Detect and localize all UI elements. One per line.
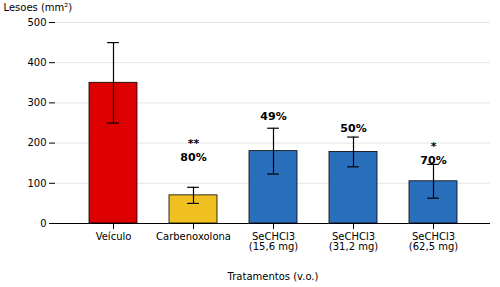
svg-text:Veículo: Veículo [96, 231, 132, 242]
svg-text:50%: 50% [340, 122, 366, 135]
svg-text:SeCHCl3(62,5 mg): SeCHCl3(62,5 mg) [409, 231, 458, 252]
svg-text:Tratamentos (v.o.): Tratamentos (v.o.) [227, 271, 319, 282]
svg-text:SeCHCl3(31,2 mg): SeCHCl3(31,2 mg) [329, 231, 378, 252]
svg-text:49%: 49% [260, 110, 286, 123]
svg-text:70%: 70% [420, 154, 446, 167]
svg-text:200: 200 [27, 137, 46, 148]
svg-text:Carbenoxolona: Carbenoxolona [156, 231, 231, 242]
svg-text:400: 400 [27, 57, 46, 68]
svg-text:*: * [431, 140, 437, 153]
svg-text:300: 300 [27, 97, 46, 108]
svg-text:**: ** [188, 137, 200, 150]
svg-text:100: 100 [27, 178, 46, 189]
svg-text:SeCHCl3(15,6 mg): SeCHCl3(15,6 mg) [249, 231, 298, 252]
svg-text:80%: 80% [180, 151, 206, 164]
svg-text:Lesoes (mm²): Lesoes (mm²) [4, 2, 73, 13]
svg-text:0: 0 [40, 218, 46, 229]
svg-text:500: 500 [27, 17, 46, 28]
